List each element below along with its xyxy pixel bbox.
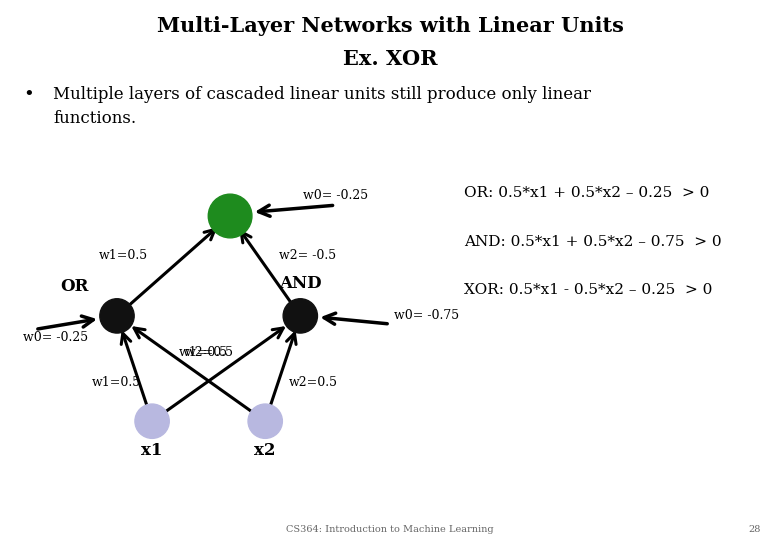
Text: w2= -0.5: w2= -0.5 bbox=[279, 249, 336, 262]
Text: x1: x1 bbox=[141, 442, 163, 460]
Text: XOR: 0.5*x1 - 0.5*x2 – 0.25  > 0: XOR: 0.5*x1 - 0.5*x2 – 0.25 > 0 bbox=[464, 284, 712, 298]
Text: w1=0.5: w1=0.5 bbox=[179, 346, 228, 359]
Ellipse shape bbox=[135, 404, 169, 438]
Text: w0= -0.25: w0= -0.25 bbox=[303, 189, 368, 202]
Text: w1=0.5: w1=0.5 bbox=[92, 376, 141, 389]
Text: w0= -0.75: w0= -0.75 bbox=[394, 309, 459, 322]
Text: Multiple layers of cascaded linear units still produce only linear
functions.: Multiple layers of cascaded linear units… bbox=[53, 86, 591, 127]
Text: AND: AND bbox=[279, 275, 321, 292]
Text: 28: 28 bbox=[748, 524, 760, 534]
Text: •: • bbox=[23, 86, 34, 104]
Text: w2=0.5: w2=0.5 bbox=[289, 376, 338, 389]
Text: w0= -0.25: w0= -0.25 bbox=[23, 331, 88, 344]
Text: w2=0.5: w2=0.5 bbox=[185, 346, 234, 359]
Text: AND: 0.5*x1 + 0.5*x2 – 0.75  > 0: AND: 0.5*x1 + 0.5*x2 – 0.75 > 0 bbox=[464, 235, 722, 249]
Ellipse shape bbox=[208, 194, 252, 238]
Text: CS364: Introduction to Machine Learning: CS364: Introduction to Machine Learning bbox=[286, 524, 494, 534]
Text: x2: x2 bbox=[254, 442, 276, 460]
Ellipse shape bbox=[248, 404, 282, 438]
Ellipse shape bbox=[100, 299, 134, 333]
Text: OR: 0.5*x1 + 0.5*x2 – 0.25  > 0: OR: 0.5*x1 + 0.5*x2 – 0.25 > 0 bbox=[464, 186, 710, 200]
Text: Multi-Layer Networks with Linear Units: Multi-Layer Networks with Linear Units bbox=[157, 16, 623, 36]
Text: Ex. XOR: Ex. XOR bbox=[342, 49, 438, 69]
Text: OR: OR bbox=[60, 278, 88, 295]
Ellipse shape bbox=[283, 299, 317, 333]
Text: w1=0.5: w1=0.5 bbox=[99, 249, 148, 262]
